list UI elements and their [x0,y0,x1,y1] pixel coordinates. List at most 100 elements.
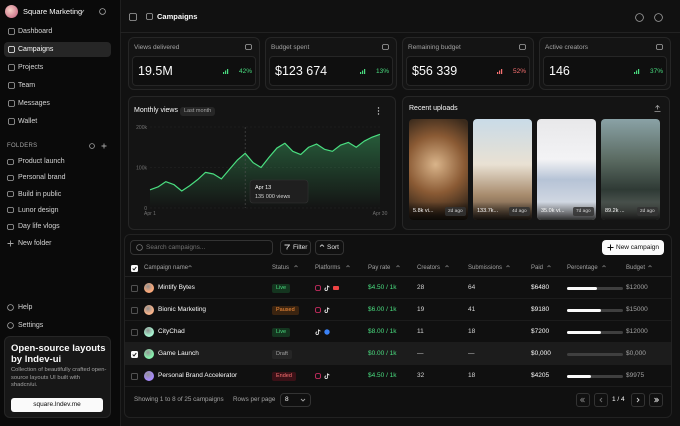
status-badge: Live [272,283,291,293]
nav-label[interactable]: Messages [18,100,50,107]
table-row[interactable] [125,277,671,299]
icon-shape [346,265,351,268]
column-header[interactable]: Creators [417,265,441,271]
folder-item[interactable]: Build in public [18,190,62,198]
help-link[interactable]: Help [18,304,33,311]
table-header [125,260,671,277]
nav-item[interactable] [4,42,111,57]
checkbox[interactable] [131,328,138,336]
new-campaign-button[interactable] [602,240,664,255]
pagination-button[interactable] [649,393,663,407]
filter-label[interactable]: Filter [293,244,308,251]
column-header[interactable]: Platforms [315,265,341,271]
icon-shape [360,72,362,74]
column-header[interactable]: Pay rate [368,265,391,271]
stat-inner [132,56,256,86]
new-campaign-label[interactable]: New campaign [616,244,659,251]
promo-button[interactable]: square.lndev.me [11,398,103,412]
nav-label[interactable]: Projects [18,64,44,71]
page-icon [146,13,153,20]
column-header[interactable]: Submissions [468,265,503,271]
icon-shape [636,397,640,403]
campaign-name: Game Launch [158,350,199,357]
paid: $4205 [531,372,550,379]
table-row[interactable] [125,365,671,387]
creators: — [417,350,424,357]
upload-views: 89.2k ... [605,208,625,214]
workspace-name[interactable]: Square Marketing [23,7,83,16]
new-folder[interactable]: New folder [18,240,52,247]
pagination-button[interactable] [594,393,608,407]
upload-views: 133.7k... [477,208,499,214]
creators: 19 [417,306,425,313]
checkbox[interactable] [131,372,138,380]
percentage-bar [567,309,602,312]
nav-label[interactable]: Campaigns [18,46,54,53]
column-header[interactable]: Percentage [567,265,598,271]
search-icon [99,8,106,15]
folder-item[interactable]: Product launch [18,158,65,165]
table-row[interactable] [125,343,671,365]
column-header[interactable]: Campaign name [144,265,189,271]
budget: $12000 [626,328,648,335]
checkbox[interactable] [131,264,138,272]
column-header[interactable]: Paid [531,265,544,271]
nav-label[interactable]: Dashboard [18,28,53,35]
x-tick-label: Apr 30 [373,211,388,217]
pagination-arrow [580,397,585,403]
percentage-bar [567,375,591,378]
icon-shape [634,72,636,74]
icon-shape [324,373,330,379]
campaign-avatar [144,305,154,315]
icon-shape [377,107,380,109]
icon-shape [362,70,364,74]
page-size-select[interactable] [280,393,311,407]
upload-views: 35.0k vi... [541,208,565,214]
search-placeholder[interactable]: Search campaigns... [146,244,206,251]
stat-icon [382,44,389,50]
sort-arrows [648,265,653,268]
checkbox[interactable] [131,306,138,314]
checkbox[interactable] [131,350,138,358]
nav-label[interactable]: Wallet [18,118,38,125]
pagination-button[interactable] [576,393,590,407]
line [149,133,381,192]
page-size-value[interactable]: 8 [285,396,289,403]
folder-icon [7,158,14,165]
topbar-action [635,13,644,22]
stat-change: 42% [238,68,252,75]
icon-shape [499,70,501,74]
folder-item[interactable]: Personal brand [18,174,66,182]
filter-button[interactable] [280,240,311,255]
icon-shape [8,64,15,71]
folder-item[interactable]: Lunor design [18,206,59,214]
sort-arrows [294,265,299,268]
folder-item[interactable]: Day life vlogs [18,223,60,231]
submissions: 64 [468,284,476,291]
stat-icon [656,44,663,50]
platform-icon [324,373,330,379]
campaign-name: Personal Brand Accelerator [158,372,238,379]
column-header[interactable]: Status [272,265,290,271]
icon-shape [324,285,330,291]
settings-link[interactable]: Settings [18,322,44,329]
table-row[interactable] [125,299,671,321]
table-row[interactable] [125,321,671,343]
sort-label[interactable]: Sort [327,244,339,251]
submissions: — [468,350,475,357]
icon-shape [581,397,585,403]
pay-rate: $6.00 / 1k [368,306,397,313]
icon-shape [324,329,330,335]
column-header[interactable]: Budget [626,265,646,271]
pay-rate: $4.50 / 1k [368,372,397,379]
checkbox[interactable] [131,284,138,292]
search-box[interactable] [130,240,273,255]
pagination-button[interactable] [631,393,645,407]
period-tag[interactable]: Last month [180,106,216,116]
nav-label[interactable]: Team [18,82,36,89]
sort-arrows [396,265,401,268]
table-summary: Showing 1 to 8 of 25 campaigns [134,396,224,403]
y-tick-label: 0 [144,206,147,212]
y-tick-label: 200k [136,125,147,131]
sort-button[interactable] [315,240,344,255]
